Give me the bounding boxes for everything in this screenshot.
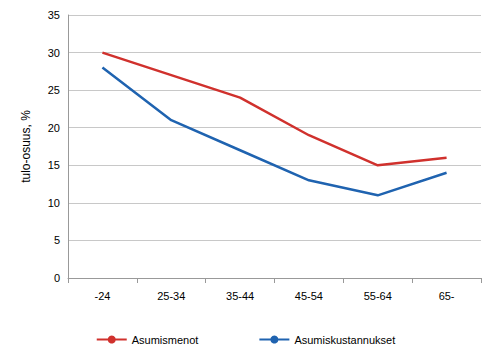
svg-text:15: 15	[48, 159, 60, 171]
svg-text:Asumiskustannukset: Asumiskustannukset	[294, 334, 395, 346]
svg-text:30: 30	[48, 47, 60, 59]
svg-text:5: 5	[54, 234, 60, 246]
svg-text:-24: -24	[94, 290, 110, 302]
svg-text:45-54: 45-54	[295, 290, 323, 302]
svg-text:35-44: 35-44	[226, 290, 254, 302]
svg-text:25-34: 25-34	[157, 290, 185, 302]
svg-text:65-: 65-	[439, 290, 455, 302]
svg-text:10: 10	[48, 197, 60, 209]
svg-text:55-64: 55-64	[364, 290, 392, 302]
svg-text:25: 25	[48, 84, 60, 96]
svg-text:Asumismenot: Asumismenot	[132, 334, 199, 346]
svg-text:tulo-osuus, %: tulo-osuus, %	[19, 110, 33, 183]
svg-text:0: 0	[54, 272, 60, 284]
svg-text:20: 20	[48, 122, 60, 134]
svg-text:35: 35	[48, 9, 60, 21]
